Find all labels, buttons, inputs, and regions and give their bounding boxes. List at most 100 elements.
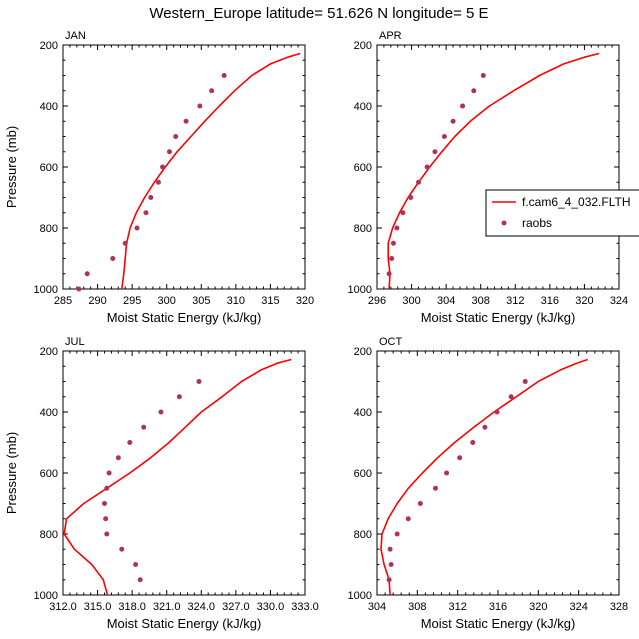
obs-point	[408, 195, 414, 200]
obs-point	[457, 455, 463, 461]
chart-panel-jan: 285 290 295 300 305 310 315 320 200 400 600 800 1000…	[4, 30, 314, 325]
y-tick-label: 1000	[348, 284, 372, 296]
y-tick-label: 400	[354, 407, 372, 419]
obs-point	[133, 562, 139, 567]
obs-point	[417, 501, 423, 506]
y-tick-label: 400	[40, 407, 58, 419]
y-tick-label: 200	[354, 40, 372, 52]
x-tick-label: 324.0	[188, 601, 216, 613]
y-tick-label: 1000	[34, 590, 58, 602]
plot-frame	[62, 350, 306, 596]
y-tick-label: 400	[354, 101, 372, 113]
model-series-line	[121, 52, 301, 289]
obs-point	[450, 118, 456, 124]
obs-point	[158, 409, 164, 415]
plot-frame	[62, 44, 306, 290]
x-tick-label: 333.0	[291, 601, 319, 613]
y-tick-label: 800	[354, 529, 372, 541]
obs-point	[166, 149, 172, 155]
obs-point	[176, 394, 182, 400]
x-tick-label: 320	[529, 601, 547, 613]
x-tick-label: 324	[610, 295, 628, 307]
obs-point	[197, 103, 203, 109]
y-tick-label: 400	[40, 101, 58, 113]
obs-point	[173, 134, 179, 139]
panels: 285 290 295 300 305 310 315 320 200 400 600 800 1000…	[4, 30, 628, 631]
obs-point	[470, 440, 476, 445]
x-tick-label: 316	[541, 295, 559, 307]
x-tick-label: 316	[489, 601, 507, 613]
y-tick-label: 200	[40, 346, 58, 358]
x-tick-label: 300	[402, 295, 420, 307]
x-tick-label: 315	[261, 295, 279, 307]
obs-point	[444, 470, 450, 476]
x-axis-label: Moist Static Energy (kJ/kg)	[421, 616, 576, 631]
x-tick-label: 300	[158, 295, 176, 307]
x-tick-label: 310	[227, 295, 245, 307]
x-tick-label: 290	[88, 295, 106, 307]
obs-point	[394, 531, 400, 537]
x-tick-label: 308	[472, 295, 490, 307]
plot-frame	[376, 350, 620, 596]
panel-label: JAN	[65, 30, 86, 42]
obs-point	[432, 485, 438, 491]
y-tick-label: 1000	[348, 590, 372, 602]
x-tick-label: 308	[408, 601, 426, 613]
x-tick-label: 312	[448, 601, 466, 613]
obs-point	[482, 424, 488, 430]
x-tick-label: 327.0	[222, 601, 250, 613]
y-tick-label: 800	[40, 223, 58, 235]
x-tick-label: 324	[569, 601, 587, 613]
x-tick-label: 320	[296, 295, 314, 307]
obs-point	[209, 88, 215, 94]
panel-label: OCT	[379, 336, 403, 348]
obs-point	[155, 179, 161, 185]
x-tick-label: 318.0	[118, 601, 146, 613]
obs-point	[103, 516, 109, 522]
obs-point	[141, 424, 147, 430]
y-tick-label: 1000	[34, 284, 58, 296]
obs-point	[415, 179, 421, 185]
obs-point	[122, 240, 128, 246]
x-tick-label: 296	[368, 295, 386, 307]
obs-point	[106, 470, 112, 476]
obs-point	[424, 164, 430, 170]
obs-point	[137, 577, 143, 583]
obs-point	[134, 225, 140, 231]
obs-point	[394, 225, 400, 231]
obs-point	[386, 577, 392, 583]
x-tick-label: 315.0	[84, 601, 112, 613]
y-tick-label: 800	[40, 529, 58, 541]
obs-point	[387, 546, 393, 552]
obs-point	[389, 256, 395, 261]
x-tick-label: 304	[368, 601, 386, 613]
legend-obs-marker	[501, 220, 507, 226]
panel-label: JUL	[65, 336, 85, 348]
model-series-line	[63, 358, 292, 595]
y-axis-label: Pressure (mb)	[4, 432, 19, 514]
obs-point	[221, 73, 227, 78]
chart-panel-apr: 296 300 304 308 312 316 320 324 200 400 600 800 1000…	[348, 30, 629, 325]
x-axis-label: Moist Static Energy (kJ/kg)	[421, 310, 576, 325]
chart-panel-jul: 312.0 315.0 318.0 321.0 324.0 327.0 330.0 333.0…	[4, 336, 319, 631]
obs-point	[480, 73, 486, 78]
obs-point	[104, 531, 110, 537]
x-tick-label: 320	[575, 295, 593, 307]
plot-frame	[376, 44, 620, 290]
obs-point	[388, 562, 394, 567]
legend-box	[485, 189, 639, 237]
y-tick-label: 800	[354, 223, 372, 235]
panel-label: APR	[379, 30, 402, 42]
obs-point	[104, 485, 110, 491]
legend-obs-label: raobs	[522, 216, 552, 230]
y-tick-label: 600	[354, 162, 372, 174]
y-tick-label: 600	[40, 162, 58, 174]
x-tick-label: 304	[437, 295, 455, 307]
y-tick-label: 200	[40, 40, 58, 52]
obs-point	[148, 195, 154, 200]
legend: f.cam6_4_032.FLTH raobs	[485, 189, 639, 237]
obs-point	[494, 409, 500, 415]
obs-point	[160, 164, 166, 170]
obs-point	[471, 88, 477, 94]
x-axis-label: Moist Static Energy (kJ/kg)	[107, 616, 262, 631]
